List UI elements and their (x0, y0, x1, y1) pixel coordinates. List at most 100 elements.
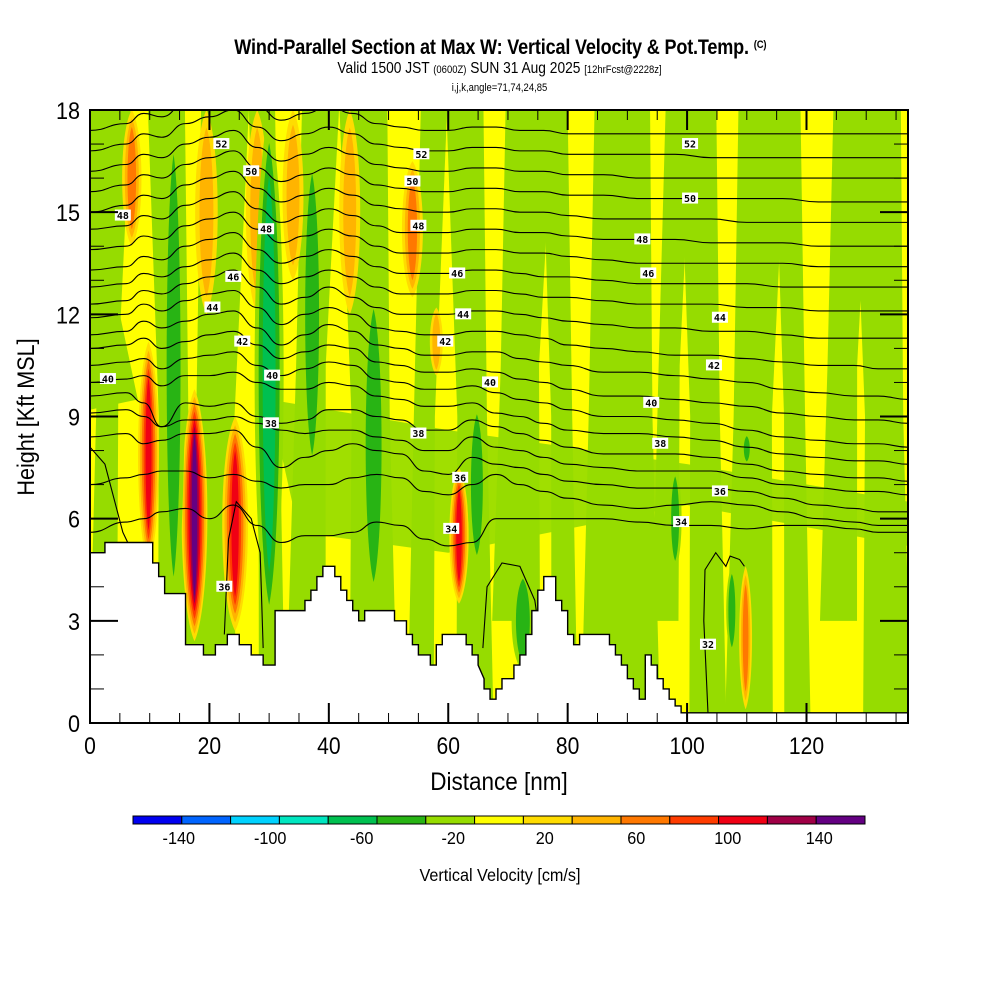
contour-label-text: 48 (117, 211, 129, 222)
contour-label: 36 (216, 580, 233, 593)
contour-label-box (264, 369, 281, 381)
contour-label: 50 (243, 165, 260, 178)
contour-label-text: 38 (265, 419, 277, 430)
contour-label-text: 52 (684, 140, 696, 151)
contour-label-text: 42 (236, 337, 248, 348)
contour-label-box (258, 223, 275, 235)
contour-label: 36 (711, 485, 728, 498)
contour-label: 42 (234, 335, 251, 348)
downdraft-region (90, 110, 138, 410)
isentrope-49 (90, 170, 908, 223)
contour-label-text: 48 (260, 225, 272, 236)
contour-label: 48 (634, 233, 651, 246)
contour-label-box (410, 427, 427, 439)
updraft-core (231, 450, 239, 597)
isentrope-47 (90, 211, 908, 268)
colorbar-tick-label: -140 (163, 828, 195, 848)
updraft-core (199, 127, 214, 297)
colorbar-segment (620, 815, 671, 825)
x-tick-label: 60 (437, 733, 460, 760)
terrain (90, 541, 908, 723)
contour-label-box (640, 267, 657, 279)
contour-label-text: 46 (451, 269, 463, 280)
contour-label-box (711, 485, 728, 497)
colorbar-segment (132, 815, 183, 825)
isentrope-44 (90, 269, 908, 339)
isentrope-46 (90, 232, 908, 288)
isentrope-37 (90, 409, 908, 496)
y-tick-label: 0 (68, 710, 80, 737)
contour-label-text: 44 (714, 313, 726, 324)
contour-label: 34 (673, 516, 690, 529)
isentrope-53 (90, 110, 908, 135)
contour-label-box (711, 311, 728, 323)
contour-label: 46 (225, 270, 242, 283)
colorbar-tick-label: -100 (254, 828, 286, 848)
isentrope-51 (90, 129, 908, 179)
contour-labels: 52 50 48 48 46 44 42 40 40 38 36 52 50 48 46 44 42 40 38 36… (99, 138, 728, 651)
colorbar-segment (766, 815, 817, 825)
contour-label: 48 (258, 223, 275, 236)
downdraft-core (728, 574, 736, 648)
isentrope-41 (90, 330, 908, 424)
isentrope-38 (90, 392, 908, 482)
contour-label: 40 (482, 376, 499, 389)
chart-title: Wind-Parallel Section at Max W: Vertical… (234, 36, 766, 60)
contour-label: 52 (213, 138, 230, 151)
contour-label-text: 42 (708, 361, 720, 372)
y-tick-label: 9 (68, 403, 80, 430)
isentrope-43 (90, 289, 908, 370)
contour-label-box (482, 376, 499, 388)
colorbar-tick-label: 60 (627, 828, 645, 848)
colorbar-segment (425, 815, 476, 825)
contour-label-box (225, 270, 242, 282)
contour-label-box (443, 522, 460, 534)
contour-label: 46 (640, 267, 657, 280)
contour-label-box (705, 359, 722, 371)
contour-label: 48 (410, 219, 427, 232)
isentrope-33 (482, 562, 544, 655)
contour-label-box (682, 192, 699, 204)
contour-label: 40 (99, 373, 116, 386)
contour-label: 44 (204, 301, 221, 314)
chart-subtitle: Valid 1500 JST (0600Z) SUN 31 Aug 2025 [… (338, 61, 662, 78)
contour-label-text: 40 (484, 378, 496, 389)
updraft-core (191, 434, 198, 597)
colorbar-tick-labels: -140 -100 -60 -20 20 60 100 140 (163, 828, 833, 848)
downdraft-region (269, 399, 908, 553)
contour-label-box (243, 165, 260, 177)
y-tick-labels: 0 3 6 9 12 15 18 (56, 97, 80, 737)
contour-label: 52 (413, 148, 430, 161)
colorbar (132, 815, 866, 825)
axis-ticks (89, 109, 908, 724)
velocity-field (90, 110, 908, 723)
contour-label-box (413, 148, 430, 160)
contour-label: 36 (452, 471, 469, 484)
contour-label: 46 (449, 267, 466, 280)
contour-label-text: 50 (406, 177, 418, 188)
contour-label: 38 (410, 427, 427, 440)
y-tick-label: 6 (68, 506, 80, 533)
contour-label: 38 (262, 417, 279, 430)
downdraft-core (305, 173, 320, 456)
x-tick-label: 100 (669, 733, 704, 760)
chart-title-text: Wind-Parallel Section at Max W: Vertical… (233, 36, 749, 59)
contour-label-box (699, 638, 716, 650)
isentrope-36 (90, 429, 908, 513)
contour-label-text: 46 (227, 272, 239, 283)
colorbar-segment (230, 815, 280, 825)
colorbar-segment (522, 815, 573, 825)
y-axis-label: Height [Kft MSL] (12, 338, 39, 495)
contour-label-text: 40 (102, 375, 114, 386)
contour-label-text: 40 (266, 371, 278, 382)
contour-label-box (410, 219, 427, 231)
x-tick-label: 80 (556, 733, 579, 760)
contour-label-text: 42 (439, 337, 451, 348)
colorbar-segment (571, 815, 622, 825)
isentrope-45 (90, 252, 908, 312)
copyright-mark: (C) (753, 39, 767, 51)
contour-label-box (404, 175, 421, 187)
contour-label-text: 34 (445, 524, 457, 535)
contour-label-box (213, 138, 230, 150)
contour-label-box (634, 233, 651, 245)
